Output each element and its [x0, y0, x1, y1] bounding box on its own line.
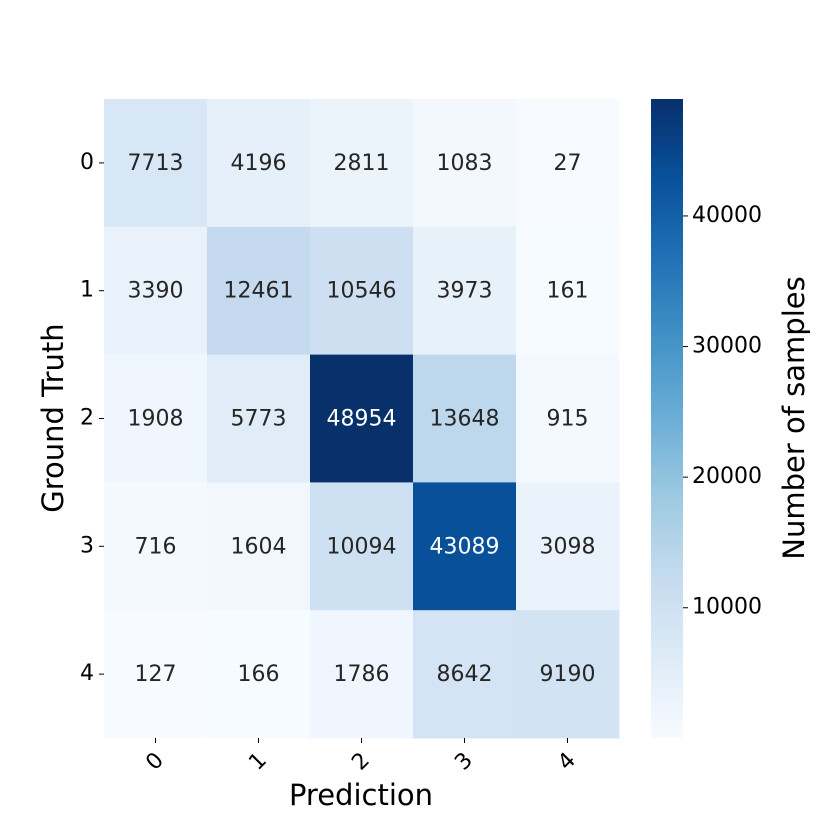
heatmap-cell — [104, 354, 208, 483]
cell-annotation: 1786 — [334, 662, 390, 687]
cell-annotation: 48954 — [327, 407, 397, 432]
heatmap-cell — [104, 610, 208, 739]
heatmap-cell — [104, 226, 208, 356]
cell-annotation: 915 — [547, 407, 589, 432]
cell-annotation: 2811 — [334, 151, 390, 176]
heatmap-cell — [310, 226, 414, 356]
y-tick-label: 4 — [80, 661, 94, 686]
x-axis-label: Prediction — [289, 778, 433, 812]
cell-annotation: 166 — [238, 662, 280, 687]
cell-annotation: 1083 — [437, 151, 493, 176]
y-tick-label: 3 — [80, 533, 94, 558]
heatmap-cell — [516, 99, 620, 228]
cell-annotation: 13648 — [430, 407, 500, 432]
cell-annotation: 10546 — [327, 279, 397, 304]
cell-annotation: 161 — [547, 279, 589, 304]
colorbar-tick-label: 20000 — [692, 464, 762, 489]
cell-annotation: 3098 — [540, 534, 596, 559]
x-tick-label: 2 — [347, 748, 375, 776]
heatmap-cell — [104, 99, 208, 228]
y-tick-label: 0 — [80, 150, 94, 175]
heatmap-cell — [516, 354, 620, 483]
heatmap-cell — [104, 482, 208, 611]
cell-annotation: 127 — [135, 662, 177, 687]
heatmap-cell — [413, 99, 517, 228]
heatmap-cell — [516, 226, 620, 356]
colorbar — [651, 99, 683, 738]
cell-annotation: 4196 — [231, 151, 287, 176]
cell-annotation: 7713 — [128, 151, 184, 176]
colorbar-tick-label: 30000 — [692, 334, 762, 359]
x-tick-label: 0 — [141, 748, 169, 776]
heatmap-cell — [207, 482, 311, 611]
heatmap-cell — [310, 610, 414, 739]
heatmap-cell — [413, 610, 517, 739]
cell-annotation: 9190 — [540, 662, 596, 687]
cell-annotation: 3390 — [128, 279, 184, 304]
colorbar-label: Number of samples — [777, 276, 811, 559]
colorbar-tick-label: 40000 — [692, 203, 762, 228]
cell-annotation: 716 — [135, 534, 177, 559]
heatmap-cell — [413, 482, 517, 611]
y-tick-label: 1 — [80, 278, 94, 303]
y-tick-label: 2 — [80, 406, 94, 431]
colorbar-tick-label: 10000 — [692, 595, 762, 620]
cell-annotation: 1908 — [128, 407, 184, 432]
heatmap-cell — [310, 354, 414, 483]
cell-annotation: 10094 — [327, 534, 397, 559]
heatmap-cell — [310, 482, 414, 611]
cell-annotation: 12461 — [224, 279, 294, 304]
cell-annotation: 3973 — [437, 279, 493, 304]
x-tick-label: 3 — [450, 748, 478, 776]
cell-annotation: 5773 — [231, 407, 287, 432]
heatmap-cell — [207, 226, 311, 356]
heatmap-cell — [413, 226, 517, 356]
x-tick-label: 4 — [553, 748, 581, 776]
heatmap-cell — [413, 354, 517, 483]
heatmap-cell — [310, 99, 414, 228]
heatmap-cell — [207, 99, 311, 228]
heatmap-cell — [516, 482, 620, 611]
heatmap-cell — [207, 610, 311, 739]
cell-annotation: 1604 — [231, 534, 287, 559]
x-tick-label: 1 — [244, 748, 272, 776]
heatmap-cell — [207, 354, 311, 483]
heatmap-cell — [516, 610, 620, 739]
y-axis-label: Ground Truth — [36, 323, 70, 512]
cell-annotation: 8642 — [437, 662, 493, 687]
cell-annotation: 27 — [554, 151, 582, 176]
cell-annotation: 43089 — [430, 534, 500, 559]
